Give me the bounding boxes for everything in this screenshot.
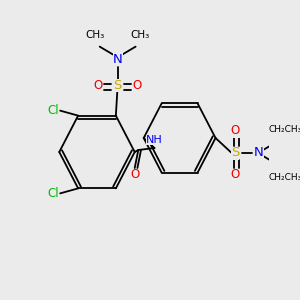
Text: CH₂CH₃: CH₂CH₃ (269, 172, 300, 182)
Text: O: O (93, 79, 103, 92)
Text: Cl: Cl (47, 104, 59, 117)
Text: O: O (133, 79, 142, 92)
Text: O: O (130, 169, 139, 182)
Text: N: N (113, 53, 122, 66)
Text: S: S (113, 79, 122, 92)
Text: O: O (231, 169, 240, 182)
Text: CH₂CH₃: CH₂CH₃ (269, 124, 300, 134)
Text: O: O (231, 124, 240, 137)
Text: CH₃: CH₃ (130, 30, 150, 40)
Text: S: S (231, 146, 239, 160)
Text: Cl: Cl (47, 187, 59, 200)
Text: NH: NH (146, 135, 163, 145)
Text: CH₃: CH₃ (85, 30, 105, 40)
Text: N: N (254, 146, 263, 160)
